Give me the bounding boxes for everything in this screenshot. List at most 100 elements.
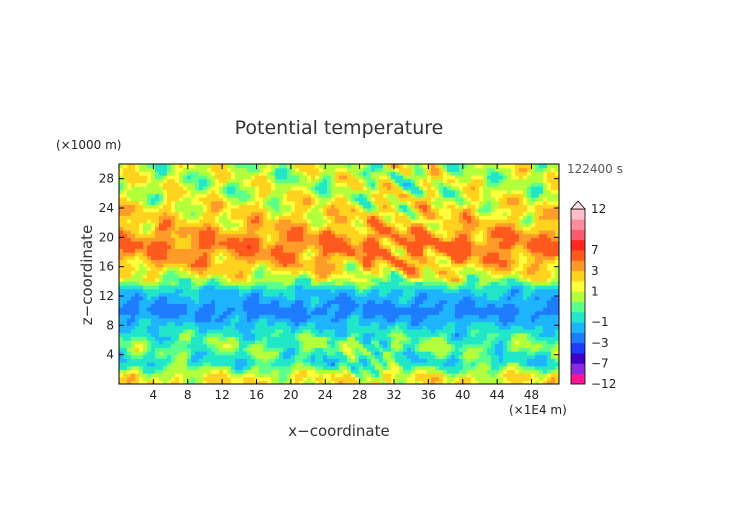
heatmap-cell [511, 343, 516, 348]
heatmap-cell [515, 241, 520, 246]
heatmap-cell [227, 226, 232, 231]
heatmap-cell [299, 332, 304, 337]
heatmap-cell [343, 244, 348, 249]
heatmap-cell [455, 259, 460, 264]
heatmap-cell [167, 281, 172, 286]
heatmap-cell [147, 255, 152, 260]
heatmap-cell [303, 244, 308, 249]
heatmap-cell [339, 226, 344, 231]
heatmap-cell [199, 318, 204, 323]
heatmap-cell [275, 321, 280, 326]
heatmap-cell [347, 351, 352, 356]
heatmap-cell [327, 358, 332, 363]
heatmap-cell [327, 255, 332, 260]
heatmap-cell [267, 266, 272, 271]
heatmap-cell [307, 219, 312, 224]
heatmap-cell [311, 244, 316, 249]
heatmap-cell [299, 241, 304, 246]
heatmap-cell [507, 369, 512, 374]
heatmap-cell [467, 373, 472, 378]
heatmap-cell [451, 307, 456, 312]
heatmap-cell [223, 237, 228, 242]
heatmap-cell [339, 222, 344, 227]
heatmap-cell [479, 380, 484, 384]
heatmap-cell [499, 285, 504, 290]
heatmap-cell [335, 358, 340, 363]
heatmap-cell [159, 226, 164, 231]
heatmap-cell [459, 362, 464, 367]
heatmap-cell [187, 307, 192, 312]
heatmap-cell [147, 248, 152, 253]
heatmap-cell [195, 380, 200, 384]
heatmap-cell [483, 237, 488, 242]
heatmap-cell [279, 259, 284, 264]
heatmap-cell [155, 358, 160, 363]
heatmap-cell [435, 365, 440, 370]
heatmap-cell [379, 230, 384, 235]
heatmap-cell [319, 376, 324, 381]
heatmap-cell [495, 332, 500, 337]
heatmap-cell [187, 325, 192, 330]
heatmap-cell [555, 380, 559, 384]
heatmap-cell [299, 288, 304, 293]
heatmap-cell [319, 230, 324, 235]
heatmap-cell [475, 336, 480, 341]
heatmap-cell [183, 369, 188, 374]
heatmap-cell [307, 310, 312, 315]
heatmap-cell [431, 365, 436, 370]
heatmap-cell [315, 369, 320, 374]
heatmap-cell [507, 270, 512, 275]
heatmap-cell [355, 303, 360, 308]
heatmap-cell [455, 351, 460, 356]
heatmap-cell [427, 288, 432, 293]
heatmap-cell [491, 373, 496, 378]
heatmap-cell [271, 266, 276, 271]
heatmap-cell [467, 255, 472, 260]
heatmap-cell [475, 376, 480, 381]
heatmap-cell [303, 354, 308, 359]
heatmap-cell [171, 292, 176, 297]
heatmap-cell [435, 248, 440, 253]
heatmap-cell [123, 230, 128, 235]
heatmap-cell [487, 303, 492, 308]
heatmap-cell [307, 270, 312, 275]
heatmap-cell [139, 354, 144, 359]
heatmap-cell [443, 252, 448, 257]
heatmap-cell [287, 259, 292, 264]
heatmap-cell [203, 252, 208, 257]
heatmap-cell [483, 244, 488, 249]
heatmap-cell [127, 340, 132, 345]
heatmap-cell [251, 299, 256, 304]
heatmap-cell [119, 292, 124, 297]
heatmap-cell [211, 314, 216, 319]
heatmap-cell [531, 241, 536, 246]
heatmap-cell [543, 296, 548, 301]
heatmap-cell [403, 233, 408, 238]
heatmap-cell [379, 244, 384, 249]
heatmap-cell [287, 307, 292, 312]
heatmap-cell [259, 358, 264, 363]
heatmap-cell [495, 270, 500, 275]
heatmap-cell [179, 233, 184, 238]
heatmap-cell [475, 219, 480, 224]
heatmap-cell [143, 336, 148, 341]
heatmap-cell [247, 299, 252, 304]
heatmap-cell [547, 266, 552, 271]
heatmap-cell [375, 259, 380, 264]
heatmap-cell [363, 244, 368, 249]
heatmap-cell [139, 270, 144, 275]
heatmap-cell [171, 340, 176, 345]
heatmap-cell [331, 329, 336, 334]
heatmap-cell [251, 274, 256, 279]
heatmap-cell [299, 259, 304, 264]
heatmap-cell [547, 376, 552, 381]
heatmap-cell [403, 296, 408, 301]
heatmap-cell [395, 270, 400, 275]
heatmap-cell [523, 266, 528, 271]
heatmap-cell [407, 321, 412, 326]
heatmap-cell [483, 318, 488, 323]
heatmap-cell [419, 343, 424, 348]
heatmap-cell [551, 321, 556, 326]
heatmap-cell [199, 299, 204, 304]
heatmap-cell [515, 263, 520, 268]
